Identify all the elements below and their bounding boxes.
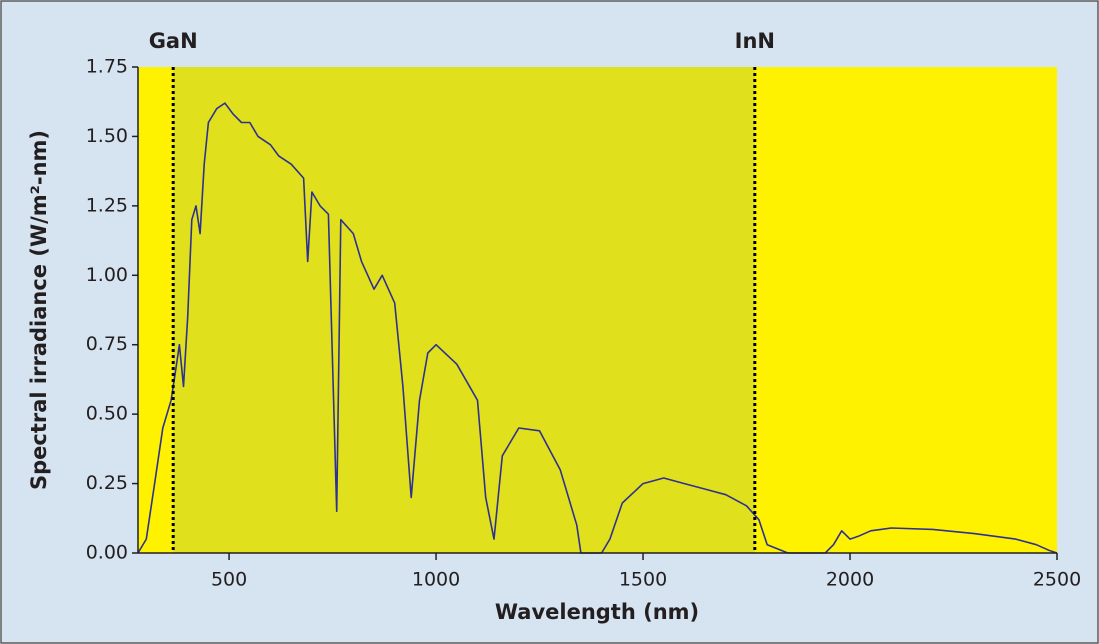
y-tick-label: 0.25 [86,472,128,494]
y-axis-label: Spectral irradiance (W/m²-nm) [27,130,51,490]
x-tick-label: 1500 [619,569,667,591]
x-tick-label: 2500 [1033,569,1081,591]
x-tick-label: 2000 [826,569,874,591]
x-axis-label: Wavelength (nm) [495,600,699,624]
y-tick-label: 0.75 [86,333,128,355]
x-tick-label: 500 [211,569,247,591]
y-tick-label: 1.25 [86,194,128,216]
y-tick-label: 1.50 [86,125,128,147]
marker-label: GaN [149,29,198,53]
x-tick-label: 1000 [412,569,460,591]
y-tick-label: 1.00 [86,264,128,286]
y-tick-label: 1.75 [86,56,128,78]
y-tick-label: 0.00 [86,542,128,564]
marker-label: InN [735,29,775,53]
y-tick-label: 0.50 [86,403,128,425]
band [173,67,755,553]
